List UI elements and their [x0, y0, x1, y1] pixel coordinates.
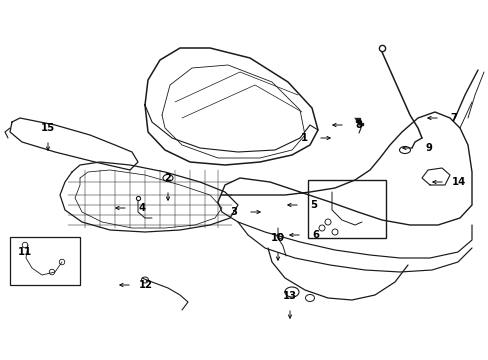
Text: 1: 1	[300, 133, 307, 143]
Text: 15: 15	[41, 123, 55, 133]
Text: 5: 5	[310, 200, 317, 210]
Text: 9: 9	[425, 143, 431, 153]
Text: 6: 6	[312, 230, 319, 240]
Text: 3: 3	[230, 207, 237, 217]
Text: 7: 7	[449, 113, 456, 123]
Text: 12: 12	[139, 280, 153, 290]
Text: 14: 14	[451, 177, 465, 187]
Text: 4: 4	[138, 203, 145, 213]
Text: 11: 11	[18, 247, 32, 257]
Text: 8: 8	[355, 120, 362, 130]
Text: 2: 2	[164, 173, 171, 183]
Bar	[307, 180, 385, 238]
Bar	[10, 237, 80, 285]
Text: 13: 13	[283, 291, 296, 301]
Text: 10: 10	[270, 233, 285, 243]
